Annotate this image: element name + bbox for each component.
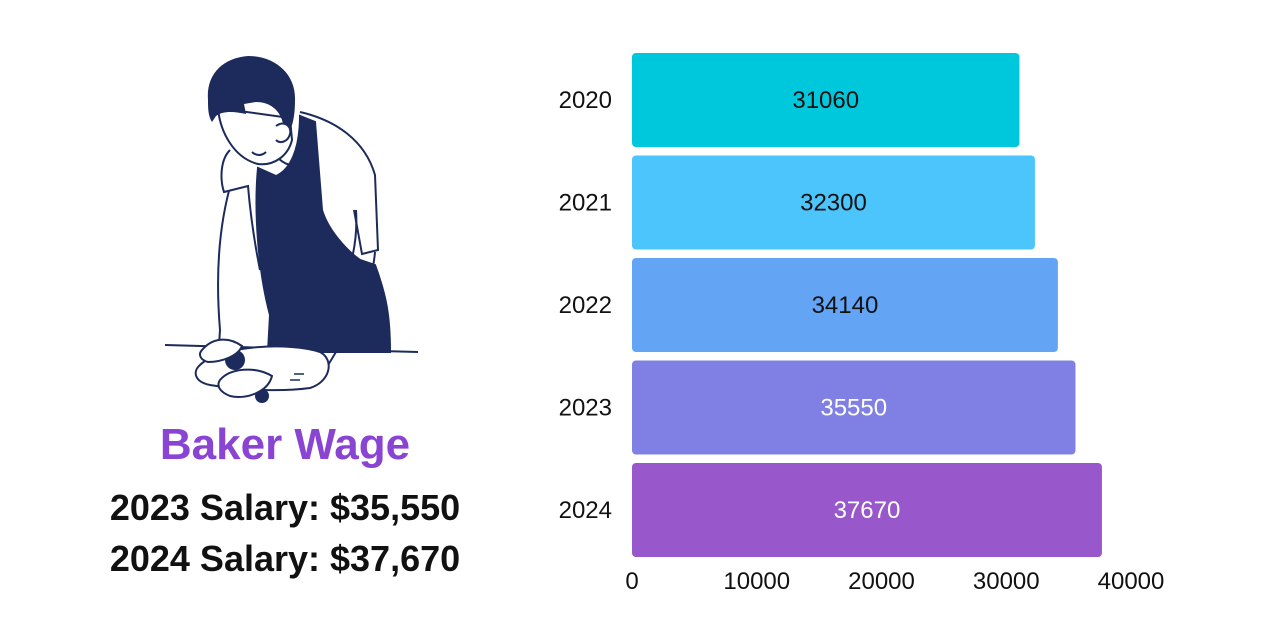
salary-2023-text: 2023 Salary: $35,550 [109, 487, 461, 528]
y-tick-label-2024: 2024 [559, 497, 612, 524]
x-tick-label-0: 0 [625, 568, 638, 595]
salary-2024-text: 2024 Salary: $37,670 [109, 538, 461, 579]
infographic-title: Baker Wage [159, 420, 411, 469]
bar-value-label-2023: 35550 [820, 395, 887, 422]
x-tick-label-20000: 20000 [848, 568, 915, 595]
y-tick-label-2022: 2022 [559, 292, 612, 319]
bar-value-label-2021: 32300 [800, 190, 867, 217]
x-tick-label-10000: 10000 [723, 568, 790, 595]
bar-2022 [632, 258, 1058, 352]
x-tick-label-30000: 30000 [973, 568, 1040, 595]
y-tick-label-2021: 2021 [559, 190, 612, 217]
bar-value-label-2022: 34140 [812, 292, 879, 319]
baker-illustration [164, 56, 419, 403]
bar-2020 [632, 53, 1020, 147]
bar-2023 [632, 360, 1076, 455]
y-tick-label-2023: 2023 [559, 395, 612, 422]
bar-value-label-2020: 31060 [792, 87, 859, 114]
bar-value-label-2024: 37670 [834, 497, 901, 524]
bar-2024 [632, 463, 1102, 557]
x-tick-label-40000: 40000 [1098, 568, 1165, 595]
bar-2021 [632, 155, 1035, 250]
y-tick-label-2020: 2020 [559, 87, 612, 114]
